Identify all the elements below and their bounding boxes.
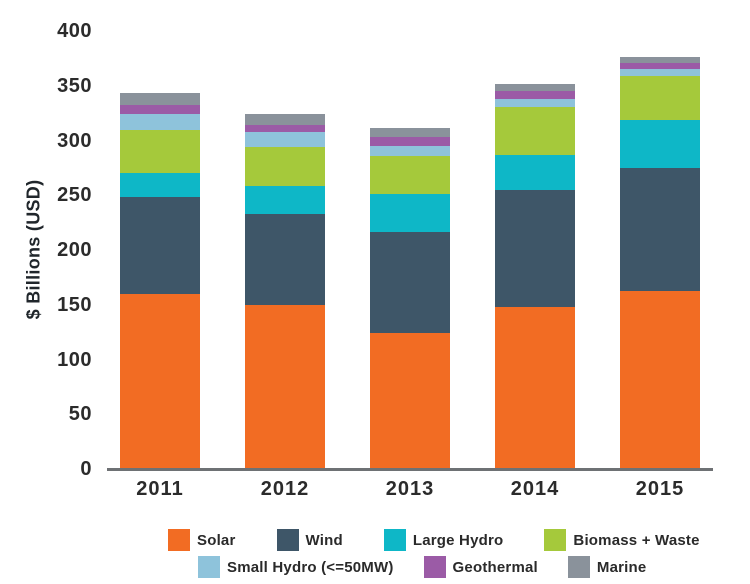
x-tick-2014: 2014: [510, 478, 560, 500]
legend-swatch-large-hydro: [383, 529, 406, 551]
bar-segment-2011-marine: [120, 93, 200, 106]
bar-segment-2015-wind: [620, 167, 700, 291]
bar-segment-2015-geothermal: [620, 62, 700, 70]
bar-segment-2012-marine: [245, 114, 325, 126]
legend-item-marine: Marine: [567, 556, 647, 578]
legend-label-small-hydro-50mw: Small Hydro (<=50MW): [227, 558, 394, 576]
legend-item-large-hydro: Large Hydro: [383, 529, 504, 551]
y-tick-0: 0: [80, 458, 92, 480]
bar-segment-2014-small-hydro-50mw: [495, 98, 575, 107]
legend-item-wind: Wind: [276, 529, 343, 551]
legend-swatch-wind: [276, 529, 299, 551]
bar-segment-2014-biomass-waste: [495, 106, 575, 155]
bar-segment-2013-biomass-waste: [370, 155, 450, 195]
bar-segment-2014-large-hydro: [495, 154, 575, 190]
bar-segment-2011-large-hydro: [120, 173, 200, 198]
legend-swatch-marine: [567, 556, 590, 578]
bar-segment-2015-small-hydro-50mw: [620, 69, 700, 76]
legend-item-geothermal: Geothermal: [423, 556, 538, 578]
bar-segment-2013-solar: [370, 333, 450, 469]
legend-label-geothermal: Geothermal: [452, 558, 538, 576]
y-tick-400: 400: [57, 20, 92, 42]
legend-item-biomass-waste: Biomass + Waste: [544, 529, 699, 551]
x-tick-2011: 2011: [136, 478, 184, 500]
bar-segment-2015-biomass-waste: [620, 75, 700, 120]
legend-label-solar: Solar: [197, 531, 236, 549]
bar-segment-2015-marine: [620, 57, 700, 63]
bar-segment-2014-marine: [495, 83, 575, 92]
y-tick-350: 350: [57, 75, 92, 97]
bar-segment-2011-geothermal: [120, 105, 200, 115]
bar-segment-2015-solar: [620, 290, 700, 469]
legend-item-small-hydro-50mw: Small Hydro (<=50MW): [198, 556, 394, 578]
legend-swatch-solar: [168, 529, 190, 551]
legend-swatch-geothermal: [423, 556, 446, 578]
legend-swatch-biomass-waste: [544, 529, 567, 551]
bar-segment-2014-solar: [495, 306, 575, 469]
bar-segment-2015-large-hydro: [620, 119, 700, 168]
bar-segment-2012-wind: [245, 213, 325, 305]
legend-label-wind: Wind: [305, 531, 343, 549]
bar-segment-2014-geothermal: [495, 91, 575, 99]
legend-item-solar: Solar: [168, 529, 236, 551]
bar-segment-2012-large-hydro: [245, 186, 325, 214]
y-tick-150: 150: [57, 294, 92, 316]
legend-row-1: Solar Wind Large Hydro Biomass + Waste: [168, 529, 700, 551]
bar-segment-2011-small-hydro-50mw: [120, 114, 200, 130]
bar-segment-2013-wind: [370, 232, 450, 334]
bar-segment-2012-geothermal: [245, 125, 325, 132]
bar-segment-2013-large-hydro: [370, 194, 450, 233]
bar-segment-2011-biomass-waste: [120, 129, 200, 174]
bar-segment-2014-wind: [495, 189, 575, 307]
bar-segment-2012-biomass-waste: [245, 147, 325, 187]
y-tick-300: 300: [57, 130, 92, 152]
bar-segment-2013-geothermal: [370, 137, 450, 146]
x-tick-2015: 2015: [635, 478, 685, 500]
bar-segment-2012-solar: [245, 304, 325, 469]
bar-segment-2013-small-hydro-50mw: [370, 145, 450, 156]
legend-label-marine: Marine: [596, 558, 647, 576]
y-tick-250: 250: [57, 184, 92, 206]
bar-segment-2011-solar: [120, 293, 200, 469]
bar-segment-2012-small-hydro-50mw: [245, 131, 325, 148]
legend-label-large-hydro: Large Hydro: [412, 531, 504, 549]
y-tick-200: 200: [57, 239, 92, 261]
bar-segment-2011-wind: [120, 197, 200, 294]
y-tick-50: 50: [68, 403, 92, 425]
x-tick-2012: 2012: [260, 478, 310, 500]
legend-swatch-small-hydro-50mw: [198, 556, 220, 578]
legend-label-biomass-waste: Biomass + Waste: [573, 531, 700, 549]
x-tick-2013: 2013: [385, 478, 435, 500]
y-tick-100: 100: [57, 349, 92, 371]
bar-segment-2013-marine: [370, 128, 450, 138]
x-axis-line: [107, 468, 713, 471]
legend-row-2: Small Hydro (<=50MW) Geothermal Marine: [198, 556, 646, 578]
